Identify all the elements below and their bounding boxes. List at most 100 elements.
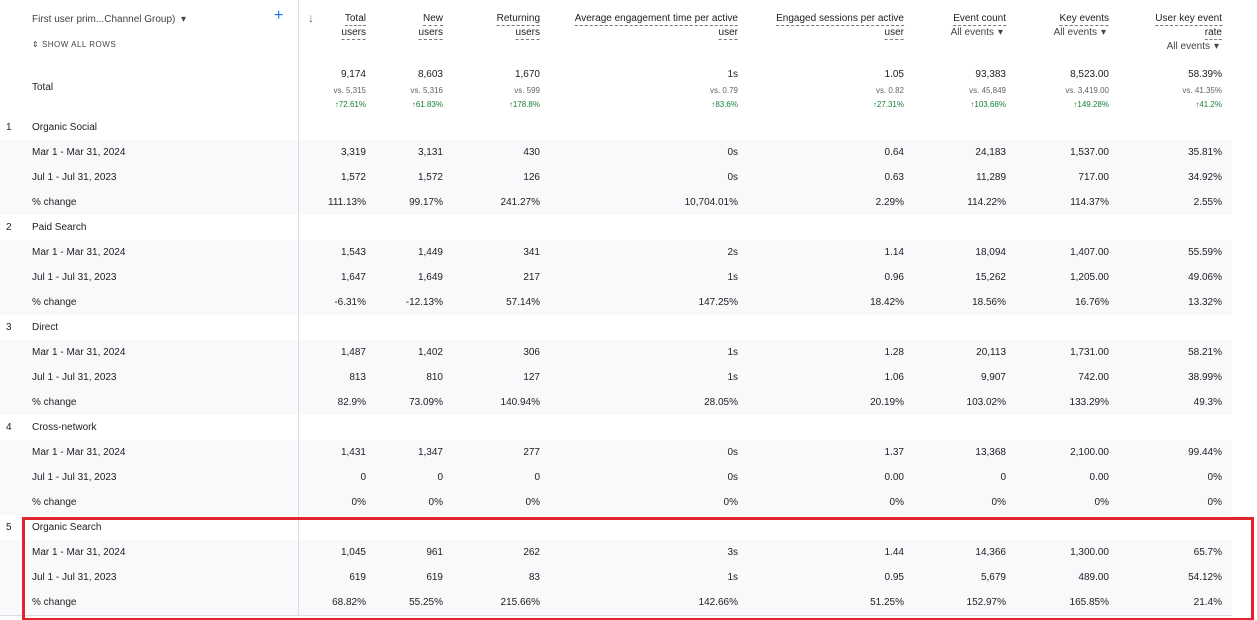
column-header[interactable]: Event count [953,13,1006,26]
cell: 99.44% [1188,447,1222,458]
cell: 55.59% [1188,247,1222,258]
group-name: Direct [32,322,59,333]
column-header[interactable]: Engaged sessions per active [776,13,904,26]
cell: 717.00 [1078,172,1109,183]
group-name: Organic Search [32,522,102,533]
total-change: 41.2% [1195,99,1222,111]
row-label: Mar 1 - Mar 31, 2024 [32,247,126,258]
cell: 0s [727,447,738,458]
cell: 241.27% [500,197,540,208]
column-header[interactable]: User key event [1155,13,1222,26]
cell: 0% [351,497,366,508]
column-header[interactable]: Returning [496,13,540,26]
cell: 1,731.00 [1070,347,1109,358]
cell: 0% [1094,497,1109,508]
cell: 38.99% [1188,372,1222,383]
total-change: 83.6% [711,99,738,111]
column-header[interactable]: users [515,27,540,40]
dropdown-icon[interactable]: ▾ [1101,27,1107,38]
cell: 0.96 [884,272,904,283]
cell: 1s [727,272,738,283]
add-dimension[interactable]: + [274,7,284,24]
metric-picker[interactable]: All events [950,27,994,38]
cell: 1.44 [884,547,904,558]
cell: 0.64 [884,147,904,158]
column-header[interactable]: Total [344,13,366,26]
cell: 0 [437,472,443,483]
cell: 1.37 [884,447,904,458]
cell: 742.00 [1078,372,1109,383]
cell: 20.19% [870,397,904,408]
group-row [0,315,1232,340]
cell: 21.4% [1193,597,1222,608]
column-header[interactable]: user [718,27,738,40]
cell: 18,094 [975,247,1006,258]
cell: 10,704.01% [684,197,738,208]
cell: 152.97% [966,597,1006,608]
cell: 18.42% [870,297,904,308]
cell: 277 [523,447,540,458]
show-all-rows[interactable]: ⇕ SHOW ALL ROWS [32,40,117,49]
cell: 111.13% [328,197,366,208]
cell: 165.85% [1069,597,1109,608]
row-label: % change [32,497,77,508]
column-header[interactable]: users [418,27,443,40]
dropdown-icon[interactable]: ▾ [1214,41,1220,52]
dropdown-icon[interactable]: ▾ [998,27,1004,38]
cell: 1,543 [340,247,366,258]
cell: 13,368 [975,447,1006,458]
row-border [0,615,1232,616]
sort-icon[interactable]: ↓ [308,11,314,25]
cell: 0% [889,497,904,508]
cell: 215.66% [500,597,540,608]
data-row [0,165,1232,190]
dimension-picker[interactable]: First user prim...Channel Group) ▾ [32,14,186,25]
total-value: 1,670 [514,69,540,80]
cell: 1,572 [340,172,366,183]
total-change: 61.83% [412,99,443,111]
column-header[interactable]: users [341,27,366,40]
cell: 99.17% [409,197,443,208]
group-row [0,415,1232,440]
column-header[interactable]: user [884,27,904,40]
cell: 262 [523,547,540,558]
cell: 11,289 [976,172,1006,183]
cell: 34.92% [1188,172,1222,183]
cell: 9,907 [980,372,1006,383]
column-header[interactable]: Key events [1059,13,1109,26]
column-header[interactable]: rate [1204,27,1222,40]
cell: 1,649 [417,272,443,283]
show-all-label[interactable]: SHOW ALL ROWS [41,40,117,49]
cell: 1,647 [340,272,366,283]
cell: 83 [528,572,540,583]
divider [298,0,299,615]
cell: 55.25% [409,597,443,608]
group-row [0,515,1232,540]
cell: 1,402 [417,347,443,358]
column-header[interactable]: Average engagement time per active [574,13,738,26]
cell: 0% [723,497,738,508]
data-row [0,390,1232,415]
total-compare: vs. 41.35% [1182,86,1222,95]
cell: 28.05% [704,397,738,408]
total-label: Total [32,82,54,93]
dimension-label[interactable]: First user prim...Channel Group) [32,14,176,25]
cell: 813 [349,372,366,383]
column-header[interactable]: New [422,13,443,26]
total-value: 93,383 [975,69,1006,80]
metric-picker[interactable]: All events [1053,27,1097,38]
cell: 0s [727,472,738,483]
cell: 2s [727,247,738,258]
metric-picker[interactable]: All events [1166,41,1210,52]
total-change: 72.61% [335,99,366,111]
cell: 15,262 [975,272,1006,283]
cell: 1,407.00 [1070,247,1109,258]
row-label: Jul 1 - Jul 31, 2023 [32,372,117,383]
cell: 73.09% [409,397,443,408]
cell: 58.21% [1188,347,1222,358]
cell: 619 [426,572,443,583]
cell: 1.14 [884,247,904,258]
cell: 133.29% [1069,397,1109,408]
cell: 1,431 [340,447,366,458]
cell: 2.55% [1193,197,1222,208]
